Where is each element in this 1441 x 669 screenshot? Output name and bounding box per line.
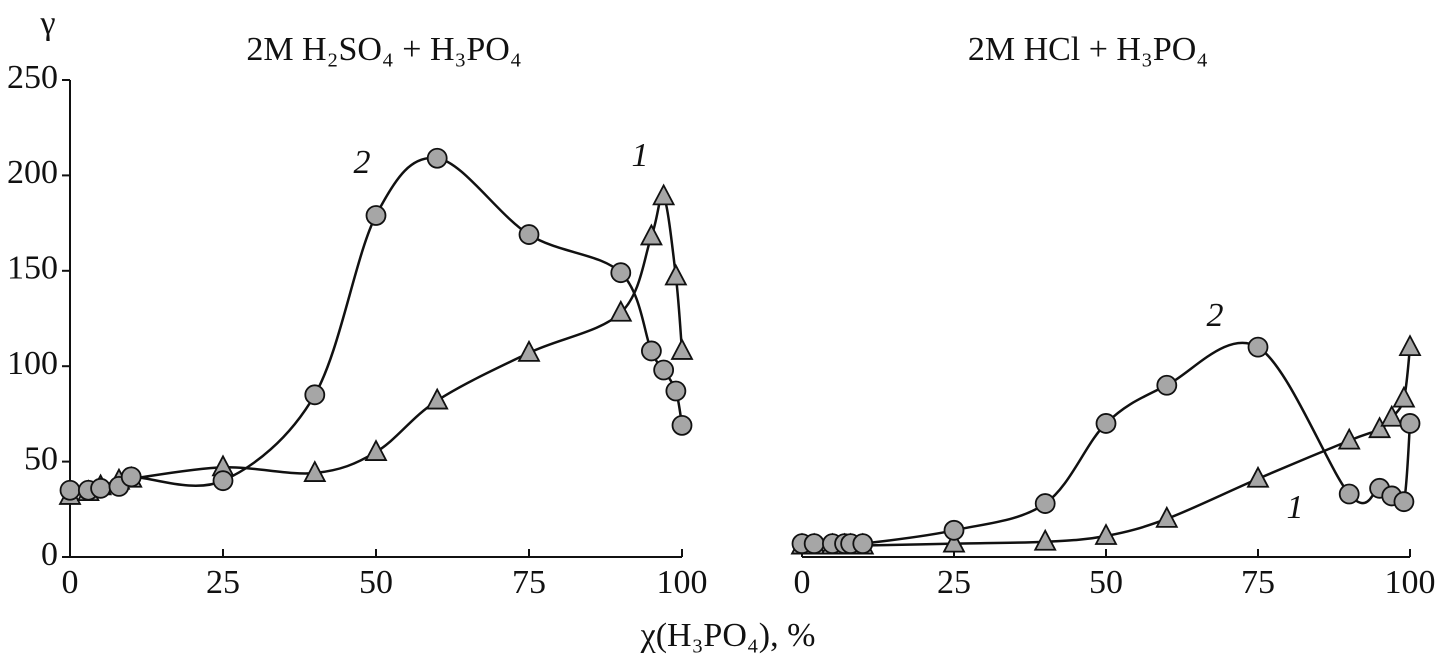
series-name: 2 <box>354 144 371 181</box>
chart-title: 2M H₂SO₄ + H₃PO₄ <box>246 31 521 68</box>
x-axis-label: χ(H₃PO₄), % <box>640 617 816 654</box>
x-tick-label: 0 <box>62 564 79 601</box>
y-axis-label: γ <box>39 5 55 42</box>
x-tick-label: 50 <box>359 564 393 601</box>
x-tick-label: 0 <box>794 564 811 601</box>
series-name: 1 <box>1287 489 1304 526</box>
triangle-marker <box>1337 427 1361 450</box>
circle-marker <box>304 384 326 406</box>
triangle-marker <box>1392 385 1416 408</box>
circle-marker <box>1156 374 1178 396</box>
circle-marker <box>1338 483 1360 505</box>
series-name: 1 <box>632 137 649 174</box>
x-tick-label: 75 <box>1241 564 1275 601</box>
circle-marker <box>1393 491 1415 513</box>
triangle-marker <box>664 263 688 286</box>
circle-marker <box>59 479 81 501</box>
triangle-marker <box>364 439 388 461</box>
triangle-marker <box>1246 465 1270 488</box>
circle-marker <box>803 533 825 555</box>
x-tick-label: 50 <box>1089 564 1123 601</box>
circle-marker <box>610 262 632 284</box>
x-tick-label: 100 <box>657 564 708 601</box>
circle-marker <box>852 533 874 555</box>
triangle-marker <box>303 460 327 482</box>
circle-marker <box>212 470 234 492</box>
series-line <box>802 346 1412 547</box>
circle-marker <box>120 466 142 488</box>
chart-title: 2M HCl + H₃PO₄ <box>968 31 1208 68</box>
triangle-marker <box>1155 505 1179 528</box>
circle-marker <box>365 205 387 226</box>
series-line <box>802 341 1412 546</box>
y-tick-label: 150 <box>7 250 58 287</box>
y-tick-label: 0 <box>41 536 58 573</box>
y-tick-label: 250 <box>7 59 58 96</box>
triangle-marker <box>639 223 663 246</box>
triangle-marker <box>652 183 676 206</box>
triangle-marker <box>425 387 449 410</box>
circle-marker <box>665 380 687 402</box>
circle-marker <box>671 414 693 436</box>
triangle-marker <box>517 339 541 362</box>
triangle-marker <box>670 338 694 360</box>
triangle-marker <box>1094 523 1118 545</box>
x-tick-label: 75 <box>512 564 546 601</box>
circle-marker <box>1399 413 1421 434</box>
y-tick-label: 100 <box>7 345 58 382</box>
triangle-marker <box>1380 404 1404 427</box>
triangle-marker <box>609 299 633 322</box>
series-name: 2 <box>1207 297 1224 334</box>
circle-marker <box>1247 336 1269 358</box>
circle-marker <box>90 477 111 499</box>
circle-marker <box>943 519 965 541</box>
circle-marker <box>1034 493 1056 514</box>
y-tick-label: 200 <box>7 154 58 191</box>
triangle-marker <box>1368 416 1392 439</box>
circle-marker <box>518 224 540 245</box>
x-tick-label: 25 <box>937 564 971 601</box>
circle-marker <box>426 147 448 169</box>
triangle-marker <box>1398 334 1422 357</box>
circle-marker <box>641 340 662 362</box>
triangle-marker <box>1033 528 1057 551</box>
circle-marker <box>1095 413 1117 434</box>
x-tick-label: 100 <box>1385 564 1436 601</box>
y-tick-label: 50 <box>24 440 58 477</box>
x-tick-label: 25 <box>206 564 240 601</box>
circle-marker <box>653 359 675 381</box>
triangle-marker <box>942 530 966 553</box>
